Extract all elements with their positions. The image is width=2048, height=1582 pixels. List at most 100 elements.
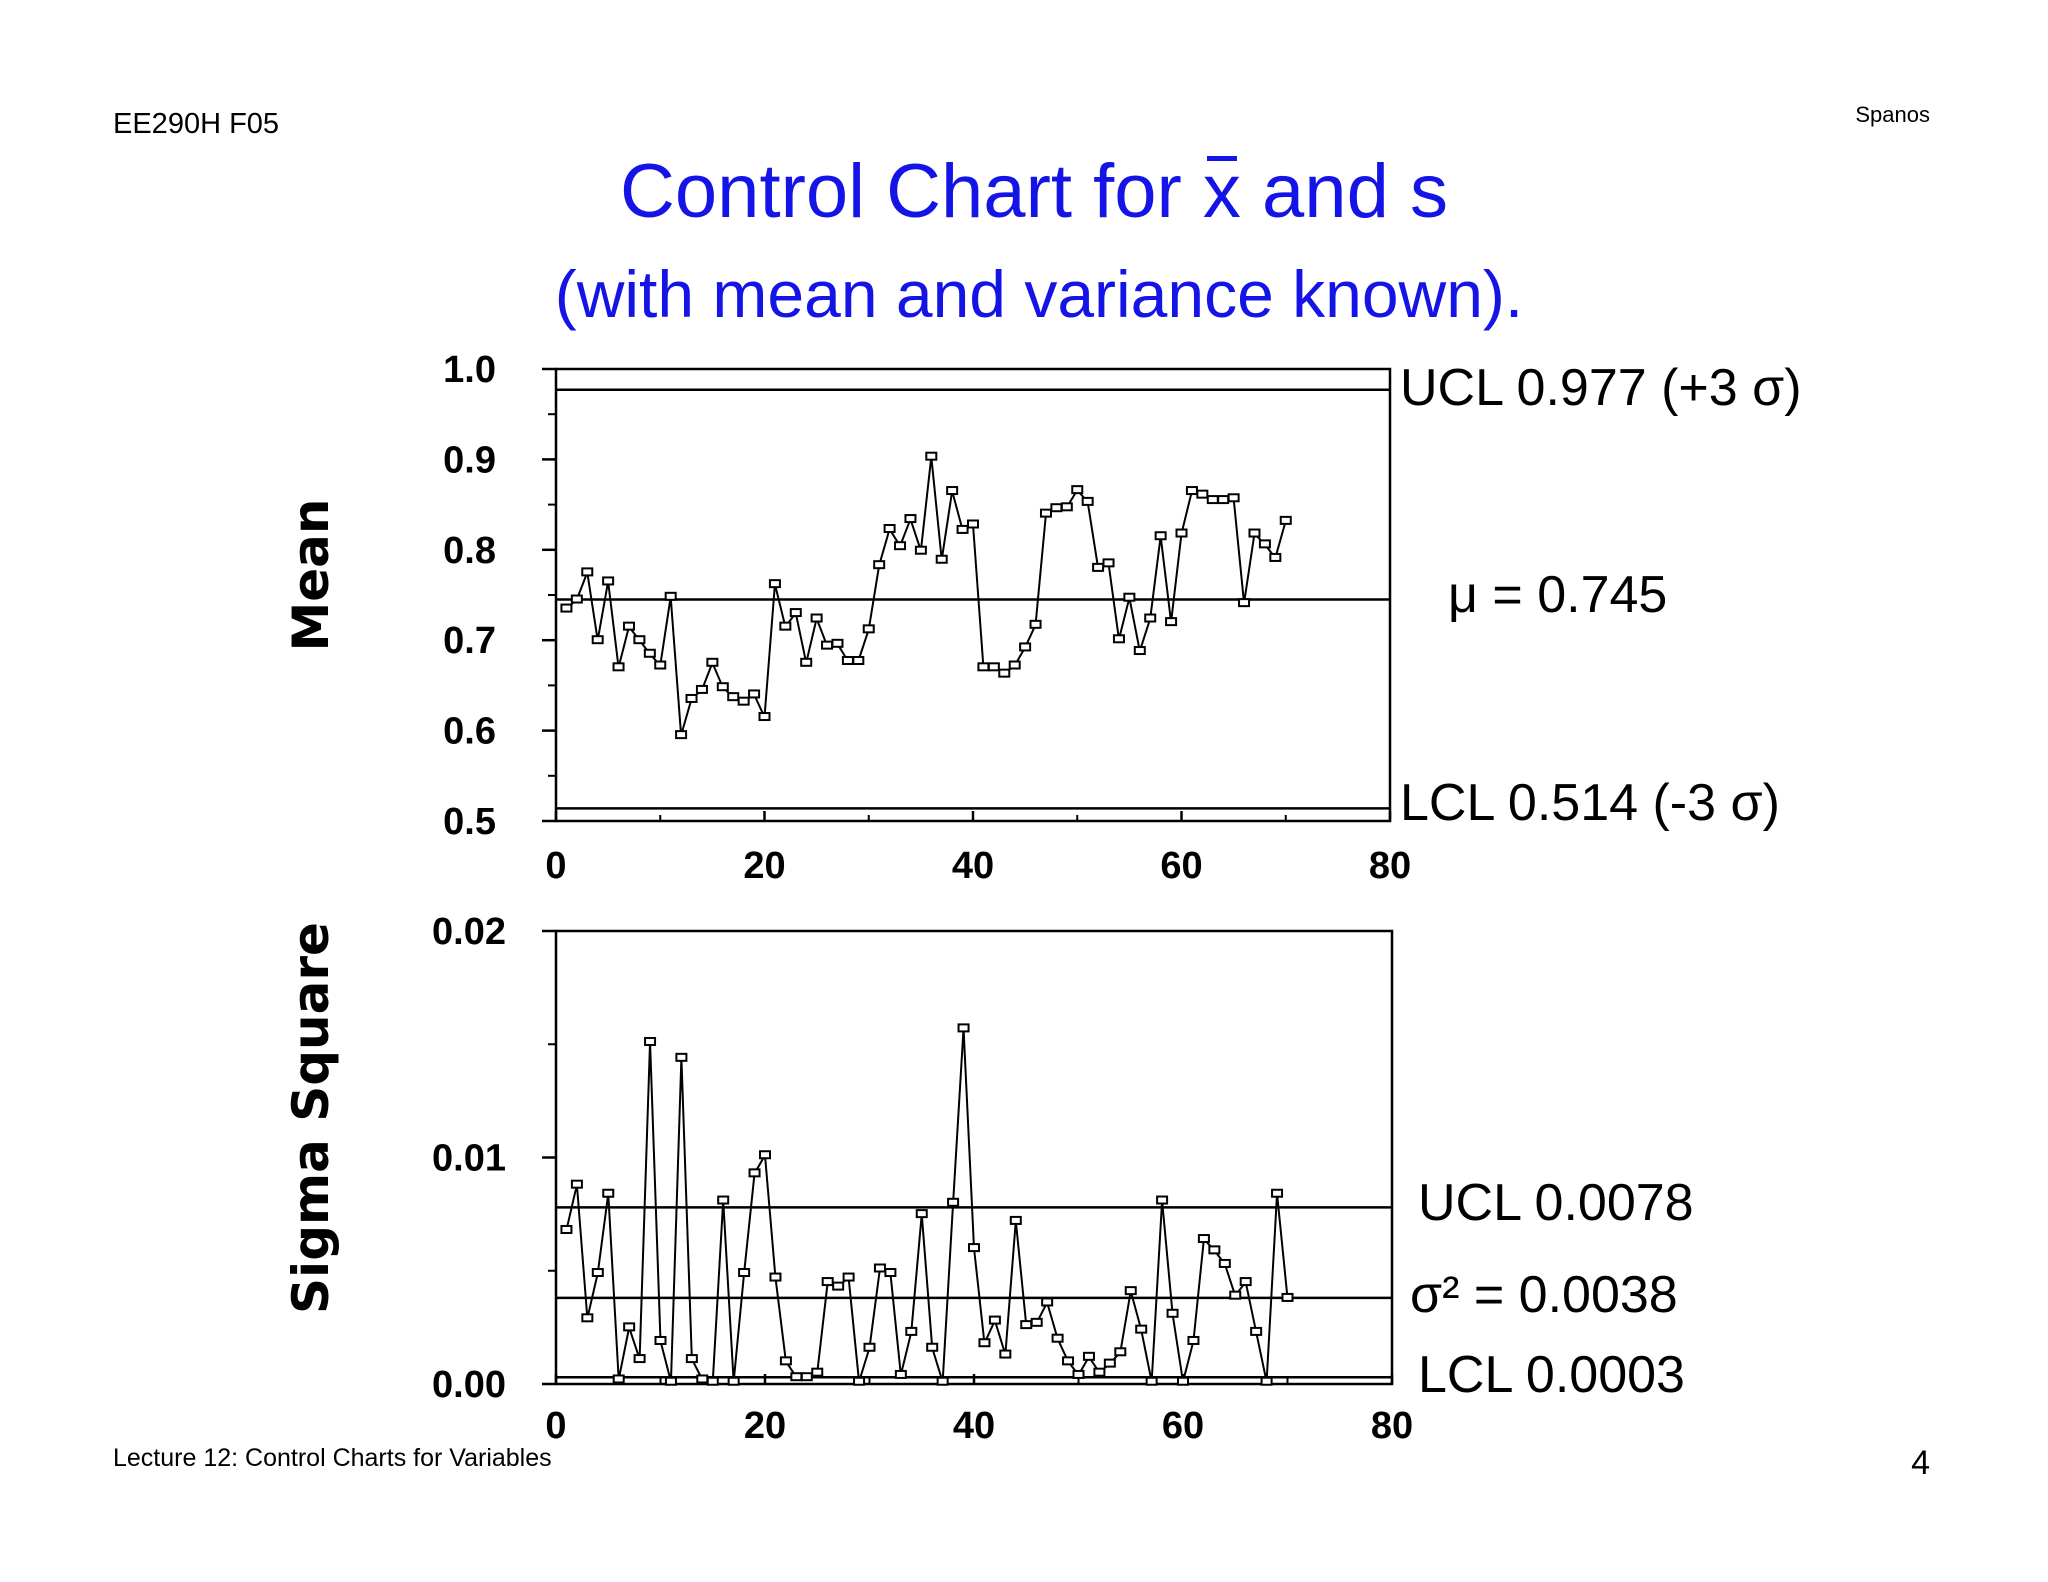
data-point — [623, 1322, 636, 1332]
data-point — [1145, 1376, 1158, 1386]
data-point — [591, 1268, 604, 1278]
data-point — [1239, 1277, 1252, 1287]
data-point — [1081, 496, 1094, 506]
x-tick-label: 40 — [952, 845, 994, 887]
data-point — [988, 1315, 1001, 1325]
data-point — [748, 689, 761, 699]
reference-label: LCL 0.0003 — [1418, 1346, 1685, 1404]
data-point — [967, 519, 979, 529]
data-point — [758, 712, 771, 722]
data-point — [936, 1376, 949, 1386]
data-point — [560, 603, 573, 613]
data-point — [768, 579, 781, 589]
data-point — [1260, 1376, 1273, 1386]
author-name: Spanos — [1855, 102, 1930, 127]
data-point — [633, 635, 646, 645]
data-point — [612, 662, 625, 672]
x-tick-label: 0 — [545, 1405, 566, 1447]
data-point — [863, 1342, 876, 1352]
data-point — [947, 1197, 960, 1207]
reference-label: UCL 0.977 (+3 σ) — [1400, 359, 1802, 417]
data-point — [1114, 1347, 1127, 1357]
x-tick-label: 20 — [743, 845, 785, 887]
data-point — [1208, 1245, 1221, 1255]
data-point — [1030, 1317, 1043, 1327]
x-tick-label: 60 — [1160, 845, 1202, 887]
data-point — [675, 1052, 688, 1062]
reference-label: μ = 0.745 — [1448, 566, 1667, 624]
data-point — [1144, 613, 1157, 623]
data-point — [1269, 552, 1282, 562]
data-point — [800, 1372, 813, 1382]
data-point — [831, 638, 844, 648]
data-point — [1051, 1333, 1064, 1343]
data-point — [696, 1374, 709, 1384]
data-point — [1185, 486, 1198, 496]
data-point — [998, 668, 1011, 678]
data-point — [957, 1023, 970, 1033]
data-point — [1281, 1292, 1294, 1302]
reference-label: LCL 0.514 (-3 σ) — [1400, 774, 1780, 832]
course-code: EE290H F05 — [113, 108, 280, 140]
data-point — [570, 1179, 583, 1189]
data-point — [905, 1326, 918, 1336]
y-tick-label: 0.6 — [443, 711, 496, 753]
y-tick-label: 0.02 — [432, 911, 506, 953]
data-point — [706, 657, 719, 667]
data-point — [1103, 1358, 1116, 1368]
data-point — [1060, 502, 1073, 512]
data-point — [1008, 660, 1021, 670]
data-point — [675, 730, 688, 740]
data-point — [978, 1338, 991, 1348]
data-point — [581, 567, 594, 577]
title-prefix: Control Chart for — [620, 149, 1203, 234]
data-point — [1229, 1290, 1242, 1300]
data-point — [1258, 539, 1271, 549]
data-point — [789, 608, 802, 618]
data-point — [570, 594, 583, 604]
y-tick-label: 0.8 — [443, 530, 496, 572]
data-point — [1206, 495, 1219, 505]
data-point — [926, 1342, 939, 1352]
data-point — [1041, 1297, 1054, 1307]
data-point — [1133, 646, 1146, 656]
data-point — [925, 451, 938, 461]
x-tick-label: 60 — [1162, 1405, 1204, 1447]
footer-lecture: Lecture 12: Control Charts for Variables — [113, 1444, 552, 1472]
data-point — [1279, 515, 1292, 525]
data-point — [769, 1272, 782, 1282]
data-point — [821, 1277, 834, 1287]
slide-title: Control Chart for x and s — [0, 148, 2048, 235]
data-point — [738, 1268, 751, 1278]
data-point — [853, 1376, 866, 1386]
data-series-line — [565, 1028, 1289, 1383]
data-point — [1071, 485, 1084, 495]
xbar-symbol: x — [1202, 149, 1241, 234]
data-point — [832, 1281, 845, 1291]
data-point — [602, 576, 615, 586]
data-point — [685, 693, 698, 703]
page-number: 4 — [1911, 1444, 1930, 1482]
plot-frame — [554, 929, 1394, 1386]
data-point — [852, 655, 865, 665]
data-point — [968, 1243, 980, 1253]
y-axis-label: Mean — [282, 498, 340, 651]
data-point — [790, 1372, 803, 1382]
data-point — [1062, 1356, 1075, 1366]
data-point — [1166, 1308, 1179, 1318]
data-point — [695, 684, 708, 694]
data-point — [935, 554, 948, 564]
title-suffix: and s — [1240, 149, 1448, 234]
data-point — [654, 1335, 667, 1345]
chart-sigma-square: 0.00 0.01 0.02 0 20 40 60 80 Sigma Square UCL 0.0… — [282, 911, 1694, 1447]
data-point — [999, 1349, 1012, 1359]
data-point — [1123, 592, 1136, 602]
y-axis-label: Sigma Square — [282, 922, 340, 1314]
data-point — [717, 1195, 730, 1205]
data-point — [716, 682, 729, 692]
data-point — [894, 1369, 907, 1379]
data-point — [779, 621, 792, 631]
data-point — [1124, 1286, 1137, 1296]
data-point — [1092, 562, 1105, 572]
